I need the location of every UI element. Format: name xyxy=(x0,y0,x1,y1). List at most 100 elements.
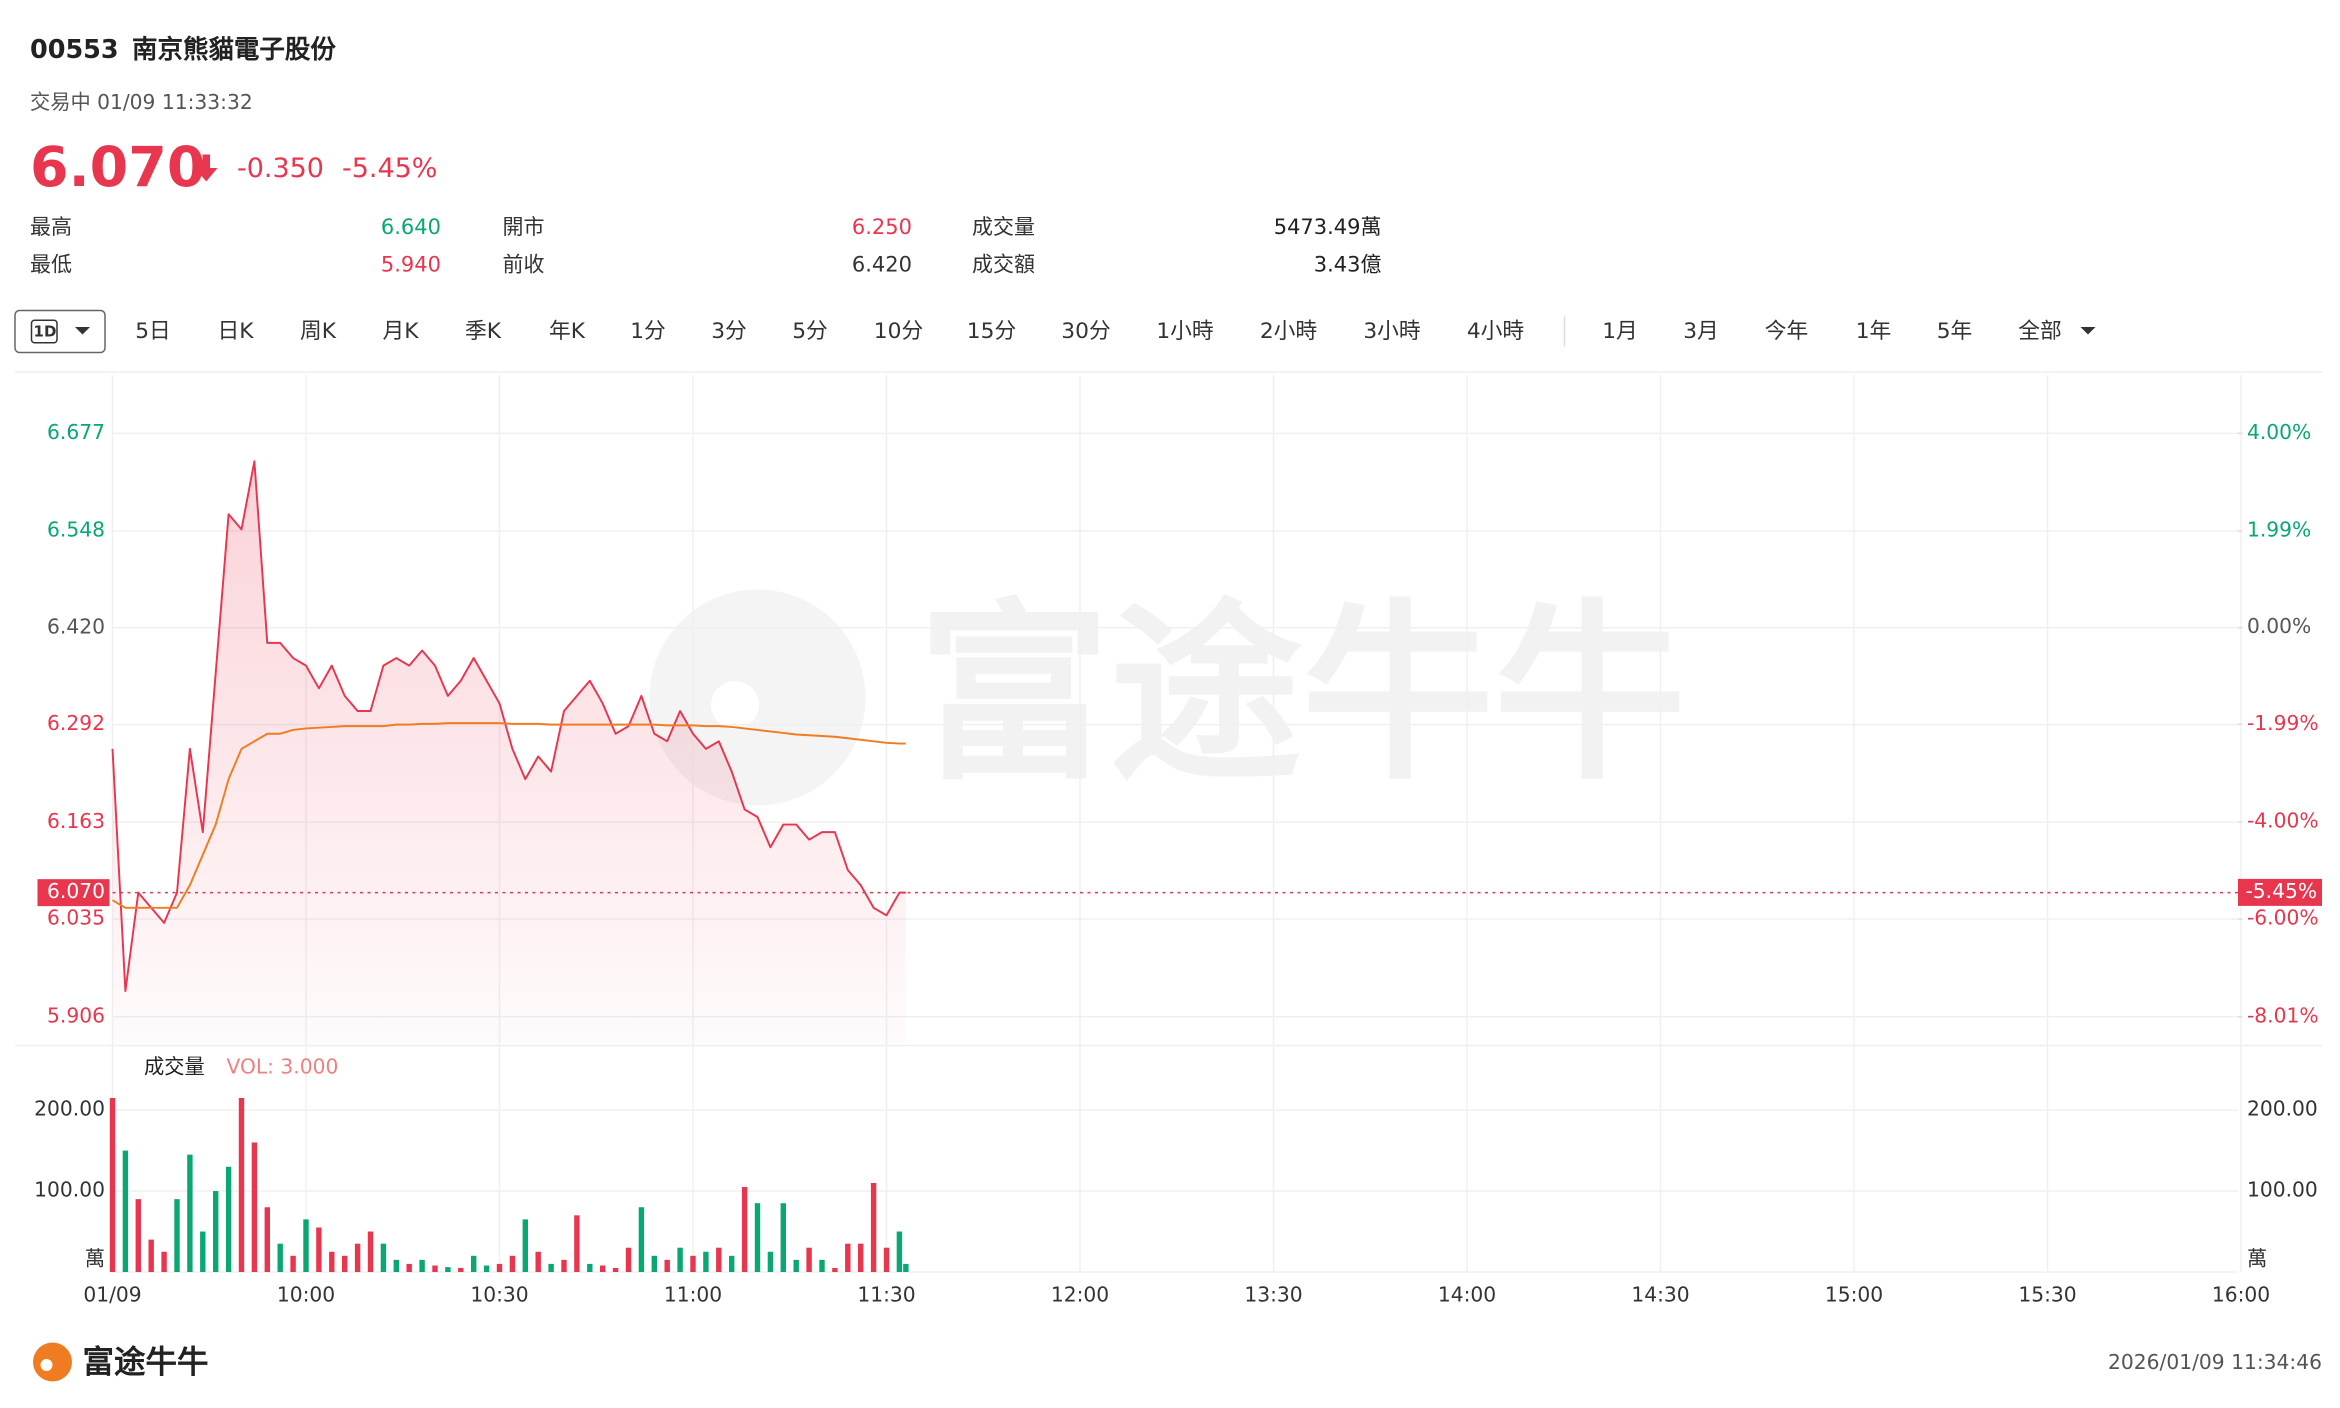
volume-bar xyxy=(574,1215,580,1272)
x-tick-label: 11:30 xyxy=(857,1282,915,1306)
vol-tick-label: 100.00 xyxy=(2247,1178,2318,1202)
tab[interactable]: 1月 xyxy=(1602,319,1638,344)
volume-bar xyxy=(303,1219,309,1272)
volume-bar xyxy=(213,1191,219,1272)
vol-subtitle: VOL: 3.000 xyxy=(227,1054,339,1078)
tab[interactable]: 30分 xyxy=(1061,319,1110,344)
volume-bar xyxy=(200,1231,206,1272)
down-arrow xyxy=(195,154,218,182)
tab[interactable]: 周K xyxy=(300,319,337,344)
y2-tick-label: -4.00% xyxy=(2247,808,2319,832)
tab[interactable]: 10分 xyxy=(874,319,923,344)
tab[interactable]: 全部 xyxy=(2018,319,2061,344)
tab[interactable]: 月K xyxy=(383,319,420,344)
tab[interactable]: 5年 xyxy=(1937,319,1973,344)
y2-tick-label: -6.00% xyxy=(2247,906,2319,930)
volume-bar xyxy=(174,1199,180,1272)
tab[interactable]: 3小時 xyxy=(1363,319,1420,344)
volume-bar xyxy=(729,1255,735,1272)
last-price-label: 6.070 xyxy=(47,879,105,903)
price: 6.070 xyxy=(30,135,206,200)
volume-bar xyxy=(251,1142,258,1272)
volume-bar xyxy=(225,1166,232,1272)
volume-bar xyxy=(290,1255,296,1272)
tab[interactable]: 15分 xyxy=(967,319,1016,344)
volume-bar xyxy=(690,1255,696,1272)
tab[interactable]: 3分 xyxy=(711,319,747,344)
vol-tick-label: 200.00 xyxy=(34,1097,105,1121)
volume-bar xyxy=(122,1150,129,1272)
tab[interactable]: 4小時 xyxy=(1467,319,1524,344)
volume-bar xyxy=(522,1219,529,1272)
x-tick-label: 15:00 xyxy=(1825,1282,1883,1306)
tab[interactable]: 年K xyxy=(549,319,586,344)
x-tick-label: 01/09 xyxy=(83,1282,141,1306)
x-tick-label: 10:30 xyxy=(470,1282,528,1306)
stat-label: 開市 xyxy=(503,215,545,239)
y-tick-label: 6.548 xyxy=(47,517,105,541)
stat-value: 5473.49萬 xyxy=(1274,215,1382,239)
x-tick-label: 15:30 xyxy=(2018,1282,2076,1306)
volume-bar xyxy=(187,1154,193,1272)
volume-bar xyxy=(716,1247,722,1272)
tab[interactable]: 季K xyxy=(465,319,502,344)
tab-box[interactable] xyxy=(14,309,106,354)
tab[interactable]: 5日 xyxy=(135,319,171,344)
volume-bar xyxy=(135,1199,142,1272)
y2-tick-label: 0.00% xyxy=(2247,614,2311,638)
x-tick-label: 16:00 xyxy=(2212,1282,2270,1306)
tab[interactable]: 1年 xyxy=(1856,319,1892,344)
volume-bar xyxy=(483,1265,490,1272)
volume-bar xyxy=(380,1243,387,1272)
volume-bar xyxy=(161,1251,167,1272)
volume-bar xyxy=(896,1231,903,1272)
price-area xyxy=(112,461,906,1043)
price-line xyxy=(111,460,906,993)
tab[interactable]: 日K xyxy=(218,319,255,344)
tab[interactable]: 3月 xyxy=(1683,319,1719,344)
x-tick-label: 11:00 xyxy=(664,1282,722,1306)
y-tick-label: 6.035 xyxy=(47,906,105,930)
volume-bar xyxy=(677,1247,683,1272)
volume-bar xyxy=(754,1203,761,1272)
vol-tick-label: 萬 xyxy=(85,1246,105,1270)
tab[interactable]: 今年 xyxy=(1765,319,1808,344)
tab[interactable]: 1小時 xyxy=(1156,319,1213,344)
tab[interactable]: 1分 xyxy=(630,319,666,344)
volume-bar xyxy=(600,1265,606,1272)
volume-bar xyxy=(471,1255,477,1272)
volume-bar xyxy=(858,1243,864,1272)
tab[interactable]: 2小時 xyxy=(1260,319,1317,344)
volume-bar xyxy=(883,1247,890,1272)
volume-bar xyxy=(625,1247,632,1272)
volume-bar xyxy=(651,1255,658,1272)
dropdown-arrow xyxy=(75,326,91,335)
volume-bar xyxy=(638,1207,645,1272)
tab-icon xyxy=(30,319,58,344)
y2-tick-label: 1.99% xyxy=(2247,517,2311,541)
tab[interactable]: 5分 xyxy=(792,319,828,344)
volume-bar xyxy=(367,1231,374,1272)
y2-tick-label: -1.99% xyxy=(2247,711,2319,735)
y-tick-label: 6.292 xyxy=(47,711,105,735)
volume-bar xyxy=(664,1259,670,1272)
volume-bar xyxy=(612,1267,619,1272)
volume-bar xyxy=(406,1263,412,1272)
volume-bar xyxy=(109,1097,116,1272)
stat-label: 成交額 xyxy=(972,252,1035,276)
stat-value: 6.250 xyxy=(852,215,912,239)
x-tick-label: 10:00 xyxy=(277,1282,335,1306)
x-tick-label: 12:00 xyxy=(1051,1282,1109,1306)
volume-bar xyxy=(806,1247,812,1272)
x-tick-label: 13:30 xyxy=(1244,1282,1302,1306)
volume-bar xyxy=(354,1243,361,1272)
stock-name: 南京熊貓電子股份 xyxy=(132,35,336,65)
stat-value: 5.940 xyxy=(381,252,441,276)
tab[interactable]: 1D xyxy=(34,323,57,341)
volume-bar xyxy=(496,1263,503,1272)
volume-bar xyxy=(264,1207,271,1272)
last-pct-label: -5.45% xyxy=(2245,879,2317,903)
